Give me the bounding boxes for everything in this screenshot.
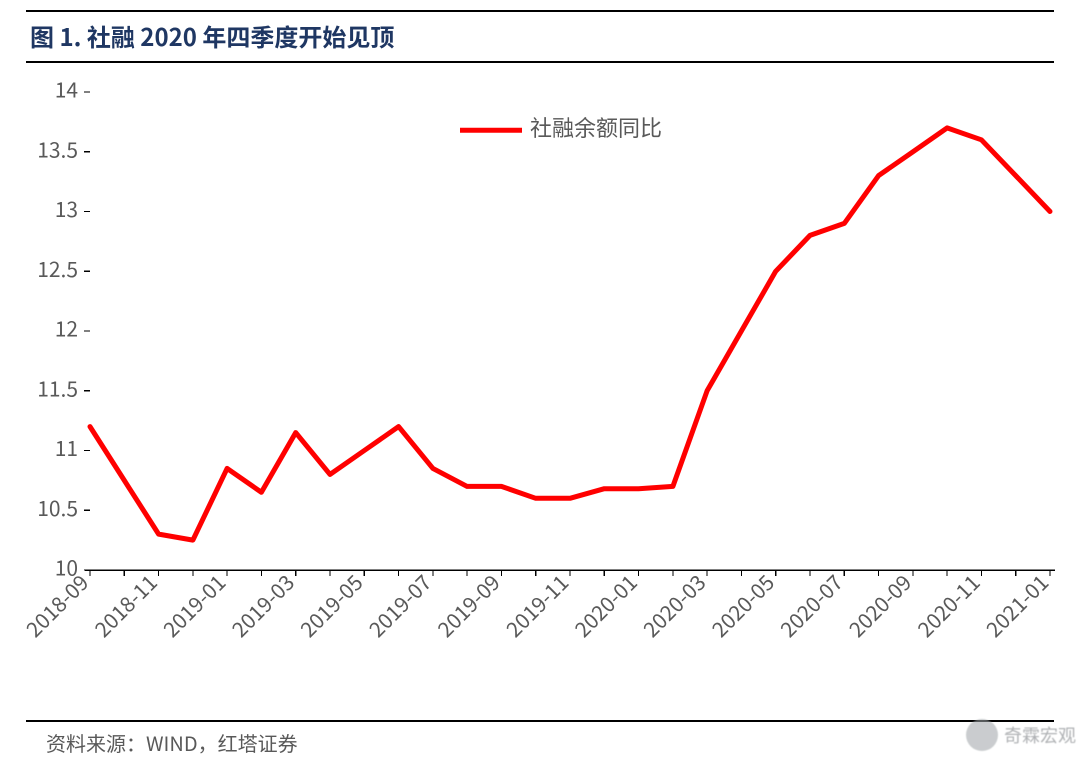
y-tick-label: 11 [55, 433, 78, 463]
y-tick-label: 14 [55, 75, 78, 105]
x-tick-label: 2020-03 [636, 568, 712, 644]
x-tick-label: 2021-01 [979, 568, 1055, 644]
legend-label: 社融余额同比 [530, 111, 662, 143]
watermark-text: 奇霖宏观 [1004, 722, 1076, 748]
line-chart: 1010.51111.51212.51313.5142018-092018-11… [0, 0, 1080, 773]
y-tick-label: 13 [55, 194, 78, 224]
x-tick-label: 2020-09 [842, 568, 918, 644]
y-tick-label: 12 [55, 314, 78, 344]
y-tick-label: 10.5 [37, 493, 78, 523]
y-tick-label: 12.5 [37, 254, 78, 284]
x-tick-label: 2018-11 [88, 568, 164, 644]
x-tick-label: 2019-05 [293, 568, 369, 644]
y-tick-label: 13.5 [37, 134, 78, 164]
x-tick-label: 2019-07 [362, 568, 438, 644]
series-line [90, 128, 1050, 540]
x-tick-label: 2020-01 [568, 568, 644, 644]
source-bar: 资料来源：WIND，红塔证券 [26, 720, 1054, 757]
x-tick-label: 2019-01 [156, 568, 232, 644]
watermark: 奇霖宏观 [966, 715, 1080, 755]
x-tick-label: 2019-11 [499, 568, 575, 644]
x-tick-label: 2020-07 [773, 568, 849, 644]
y-tick-label: 11.5 [37, 373, 78, 403]
x-tick-label: 2020-11 [911, 568, 987, 644]
x-tick-label: 2019-09 [431, 568, 507, 644]
x-tick-label: 2020-05 [705, 568, 781, 644]
x-tick-label: 2019-03 [225, 568, 301, 644]
source-text: 资料来源：WIND，红塔证券 [26, 722, 1054, 757]
watermark-icon [966, 719, 998, 751]
